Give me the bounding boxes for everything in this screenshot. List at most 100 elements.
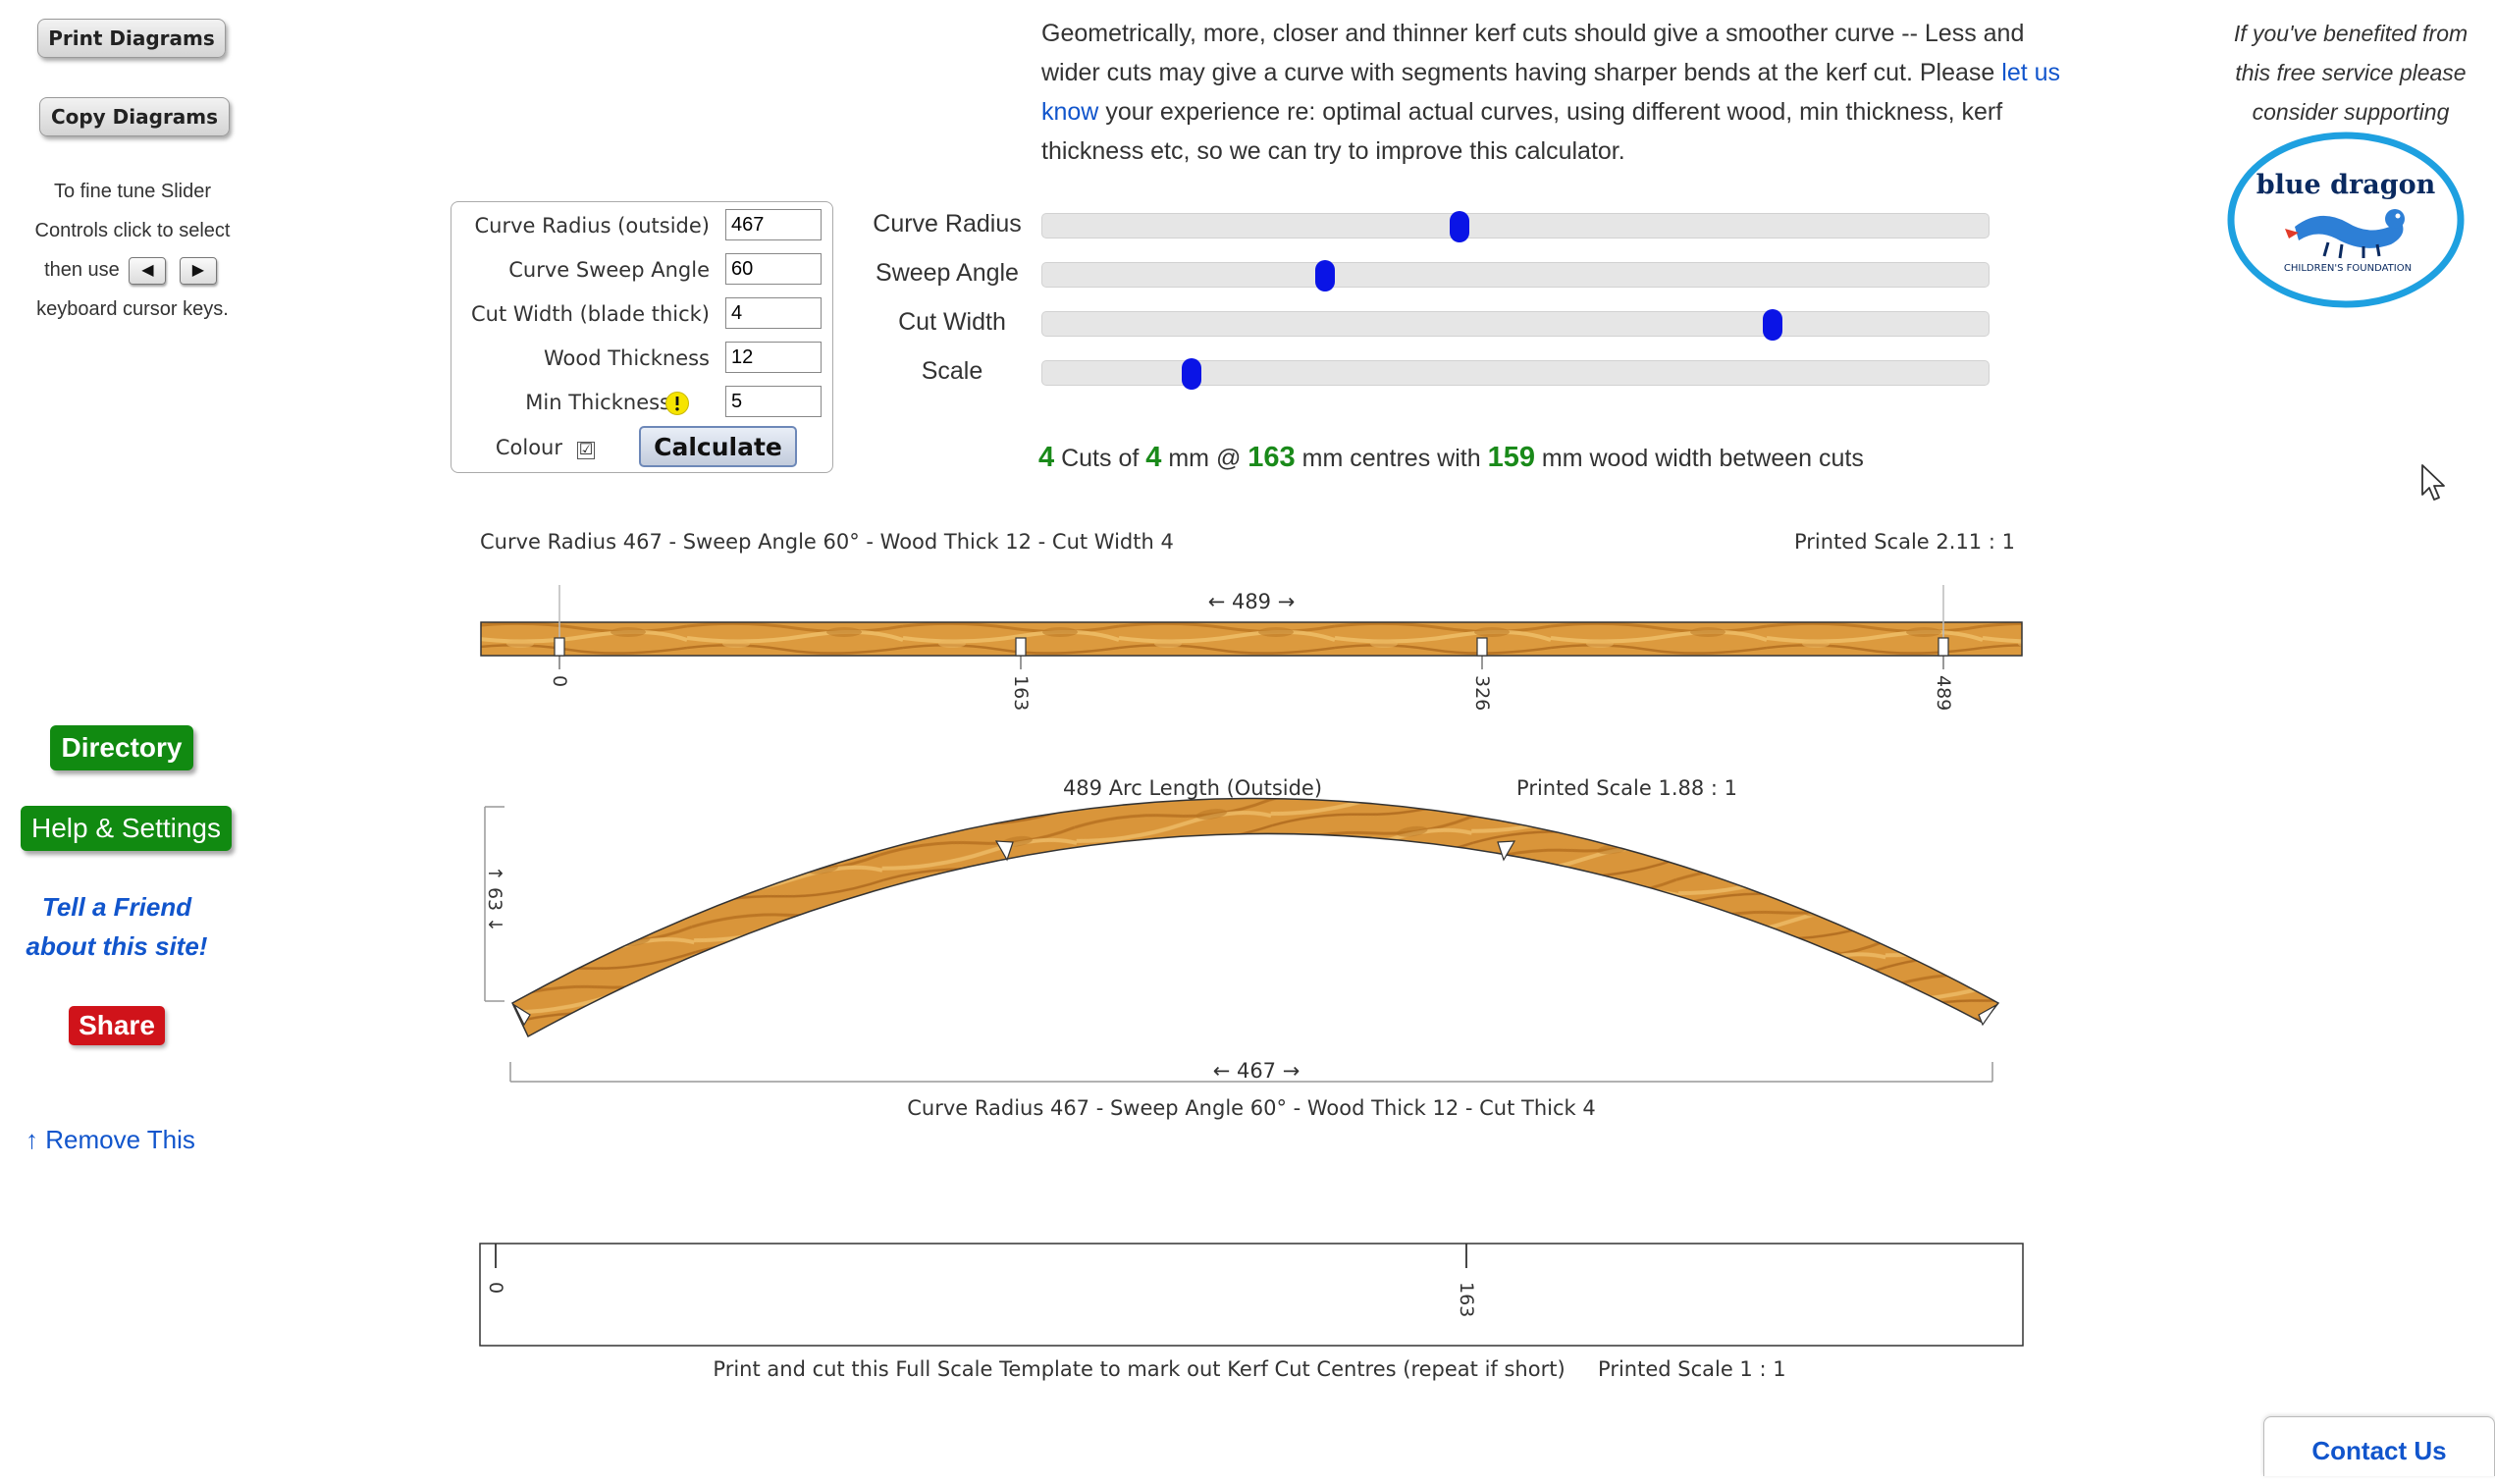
kerf-mark-163: 163 (1010, 675, 1032, 711)
help-settings-button[interactable]: Help & Settings (21, 806, 232, 851)
tell-friend-line1: Tell a Friend (41, 892, 192, 922)
support-line2: this free service please (2235, 60, 2467, 85)
remove-this-link[interactable]: ↑ Remove This (26, 1125, 195, 1154)
kerf-notch-2 (1497, 840, 1516, 862)
kerf-notch-1 (994, 840, 1014, 862)
curve-diagram-caption: Curve Radius 467 - Sweep Angle 60° - Woo… (907, 1096, 1596, 1120)
template-mark-0: 0 (485, 1282, 506, 1294)
template-caption: Print and cut this Full Scale Template t… (713, 1357, 1785, 1381)
full-scale-template: 0 163 Print and cut this Full Scale Temp… (479, 1243, 2024, 1381)
scale-slider[interactable] (1041, 358, 1990, 390)
cut-summary: 4 Cuts of 4 mm @ 163 mm centres with 159… (1038, 442, 1864, 474)
form-row-sweep-angle: Curve Sweep Angle (451, 252, 832, 292)
summary-mm-at: mm @ (1168, 445, 1242, 472)
colour-label: Colour (495, 436, 562, 459)
slider-tune-help: To fine tune Slider Controls click to se… (18, 172, 247, 329)
form-row-cut-width: Cut Width (blade thick) (451, 296, 832, 336)
blue-dragon-logo[interactable]: blue dragon CHILDREN'S FOUNDATION (2226, 131, 2466, 309)
kerf-mark-489: 489 (1933, 675, 1954, 711)
summary-cut-width: 4 (1145, 442, 1162, 473)
cut-width-slider-handle[interactable] (1763, 309, 1783, 341)
summary-wood-width: 159 (1487, 442, 1535, 473)
warning-icon[interactable] (664, 391, 690, 416)
curved-board-shape (511, 797, 2000, 1038)
print-diagrams-button[interactable]: Print Diagrams (37, 19, 226, 58)
kerf-notch-right-end (1978, 1004, 1997, 1027)
kerf-mark-0: 0 (549, 675, 570, 687)
directory-button[interactable]: Directory (50, 725, 193, 770)
curve-radius-label: Curve Radius (outside) (474, 214, 710, 238)
summary-centres-label: mm centres with (1301, 445, 1481, 472)
intro-text-start: Geometrically, more, closer and thinner … (1041, 20, 2025, 86)
summary-cut-count: 4 (1038, 442, 1055, 473)
curve-radius-slider[interactable] (1041, 211, 1990, 242)
tune-help-line1: To fine tune Slider (53, 181, 212, 202)
curved-board-diagram: 489 Arc Length (Outside) Printed Scale 1… (484, 776, 2000, 1120)
kerf-notch-left-end (512, 1003, 531, 1027)
cut-width-slider[interactable] (1041, 309, 1990, 341)
support-line1: If you've benefited from (2233, 21, 2468, 46)
calculate-button[interactable]: Calculate (639, 426, 797, 467)
min-thickness-label: Min Thickness (525, 391, 670, 414)
chord-length-label: ← 467 → (1213, 1059, 1301, 1083)
intro-paragraph: Geometrically, more, closer and thinner … (1041, 14, 2062, 171)
arc-length-label: 489 Arc Length (Outside) (1063, 776, 1322, 800)
logo-subtitle: CHILDREN'S FOUNDATION (2284, 263, 2412, 274)
calculator-form: Curve Radius (outside) Curve Sweep Angle… (451, 201, 833, 473)
mouse-cursor-icon (2421, 464, 2445, 501)
colour-checkbox[interactable]: ☑ (577, 442, 595, 459)
sweep-angle-input[interactable] (725, 253, 822, 285)
kerf-cut-0 (554, 637, 565, 669)
curve-printed-scale: Printed Scale 1.88 : 1 (1516, 776, 1737, 800)
sweep-angle-label: Curve Sweep Angle (508, 258, 710, 282)
share-button[interactable]: Share (69, 1006, 165, 1045)
min-thickness-input[interactable] (725, 386, 822, 417)
template-mark-163: 163 (1456, 1282, 1477, 1317)
sweep-angle-slider[interactable] (1041, 260, 1990, 292)
wood-thickness-input[interactable] (725, 342, 822, 373)
logo-title: blue dragon (2256, 170, 2436, 200)
scale-slider-handle[interactable] (1182, 358, 1202, 390)
contact-us-button[interactable]: Contact Us (2263, 1416, 2495, 1476)
cut-width-label: Cut Width (blade thick) (471, 302, 710, 326)
left-arrow-key-icon: ◀ (129, 256, 167, 285)
curve-radius-input[interactable] (725, 209, 822, 240)
sweep-angle-slider-label: Sweep Angle (876, 259, 1019, 287)
tune-help-line2: Controls click to select (34, 220, 231, 241)
tune-help-line4: keyboard cursor keys. (36, 298, 229, 320)
board-outline (480, 621, 2023, 657)
intro-text-end: your experience re: optimal actual curve… (1041, 98, 2003, 165)
straight-board-diagram: ← 489 → 0 163 326 489 (480, 585, 2023, 711)
curve-radius-slider-handle[interactable] (1450, 211, 1470, 242)
support-line3: consider supporting (2252, 99, 2450, 125)
form-row-curve-radius: Curve Radius (outside) (451, 208, 832, 247)
sweep-angle-slider-handle[interactable] (1315, 260, 1336, 292)
tune-help-line3: then use ◀ ▶ (18, 250, 247, 290)
kerf-cut-3 (1938, 637, 1949, 669)
form-row-wood-thickness: Wood Thickness (451, 341, 832, 380)
summary-wood-width-label: mm wood width between cuts (1541, 445, 1864, 472)
wood-thickness-label: Wood Thickness (543, 346, 710, 370)
board-diagram-caption: Curve Radius 467 - Sweep Angle 60° - Woo… (480, 530, 1174, 554)
support-message: If you've benefited from this free servi… (2208, 14, 2493, 132)
tune-help-then-use: then use (44, 259, 120, 281)
template-outline (479, 1243, 2024, 1347)
kerf-cut-1 (1015, 637, 1027, 669)
summary-cuts-label: Cuts of (1061, 445, 1140, 472)
kerf-cut-2 (1476, 637, 1488, 669)
let-us-know-link[interactable]: let us know (1041, 59, 2061, 126)
tell-friend-line2: about this site! (26, 931, 208, 961)
tell-a-friend-link[interactable]: Tell a Friend about this site! (14, 887, 220, 966)
right-arrow-key-icon: ▶ (179, 256, 217, 285)
dragon-icon (2285, 209, 2405, 259)
kerf-mark-326: 326 (1471, 675, 1493, 711)
cut-width-input[interactable] (725, 297, 822, 329)
form-row-min-thickness: Min Thickness (451, 385, 832, 424)
cut-width-slider-label: Cut Width (898, 308, 1006, 336)
board-length-label: ← 489 → (1208, 590, 1296, 613)
scale-slider-label: Scale (921, 357, 983, 385)
summary-centres: 163 (1248, 442, 1296, 473)
curve-radius-slider-label: Curve Radius (873, 210, 1022, 238)
board-diagram-scale: Printed Scale 2.11 : 1 (1794, 530, 2015, 554)
copy-diagrams-button[interactable]: Copy Diagrams (39, 97, 230, 136)
